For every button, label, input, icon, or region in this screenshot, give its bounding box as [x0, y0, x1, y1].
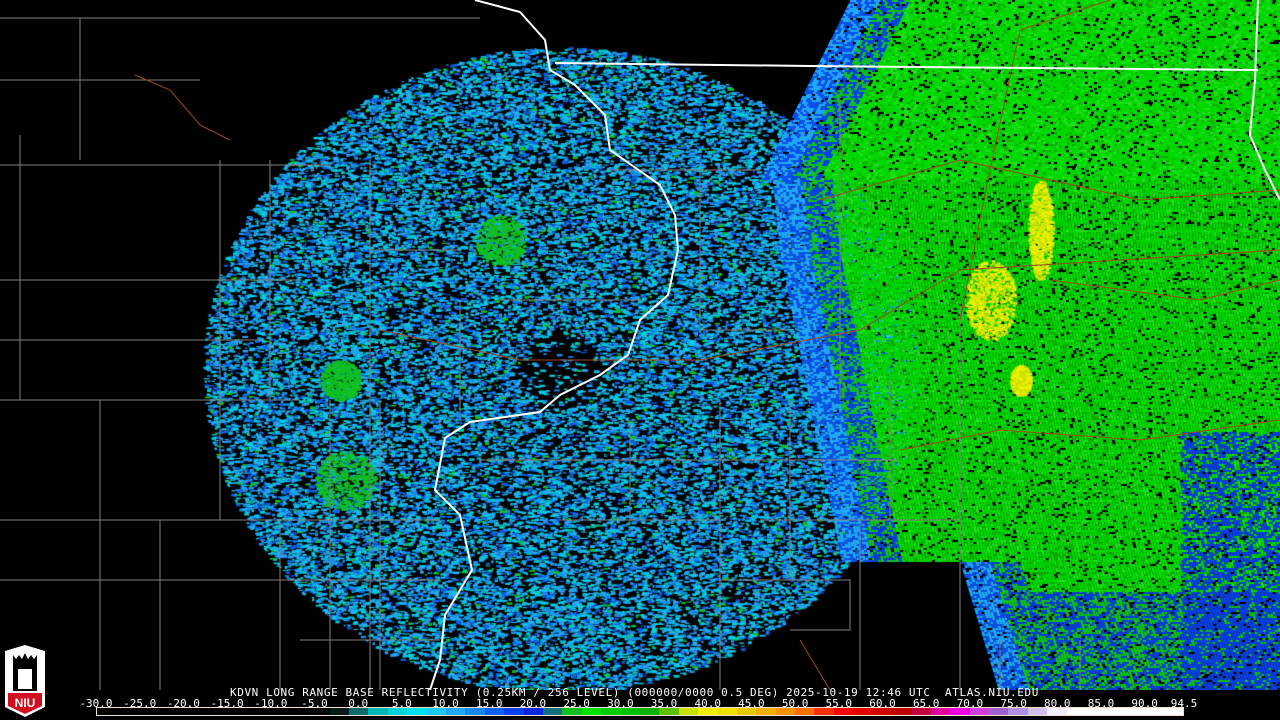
- reflectivity-layer: [0, 0, 1280, 690]
- colorbar-swatch: [698, 708, 718, 715]
- colorbar-swatch: [892, 708, 912, 715]
- colorbar-swatch: [1066, 708, 1086, 715]
- colorbar-label: 70.0: [956, 697, 984, 710]
- colorbar-swatch: [1105, 708, 1125, 715]
- colorbar-swatch: [969, 708, 989, 715]
- product-title: KDVN LONG RANGE BASE REFLECTIVITY (0.25K…: [230, 686, 1039, 699]
- colorbar-swatch: [1124, 708, 1145, 715]
- colorbar-swatch: [135, 708, 156, 715]
- colorbar-swatch: [271, 708, 291, 715]
- colorbar-swatch: [659, 708, 679, 715]
- colorbar-label: 50.0: [781, 697, 809, 710]
- colorbar-label: 90.0: [1131, 697, 1158, 710]
- colorbar-label: -20.0: [166, 697, 200, 710]
- colorbar-label: -15.0: [210, 697, 244, 710]
- colorbar-swatch: [601, 708, 621, 715]
- colorbar-label: 20.0: [519, 697, 547, 710]
- colorbar-swatch: [310, 708, 330, 715]
- colorbar-swatch: [562, 708, 582, 715]
- colorbar-swatch: [407, 708, 427, 715]
- colorbar-swatch: [1163, 708, 1183, 715]
- county-borders: [0, 17, 1081, 690]
- colorbar-swatch: [155, 708, 175, 715]
- colorbar-swatch: [814, 708, 834, 715]
- colorbar-swatch: [930, 708, 951, 715]
- colorbar-swatch: [1027, 708, 1048, 715]
- colorbar-label: 5.0: [391, 697, 412, 710]
- colorbar-swatch: [1008, 708, 1028, 715]
- colorbar-swatch: [446, 708, 466, 715]
- colorbar-swatch: [542, 708, 563, 715]
- colorbar-label: 55.0: [825, 697, 853, 710]
- colorbar-swatch: [523, 708, 543, 715]
- colorbar-label: -25.0: [123, 697, 157, 710]
- colorbar-label: 30.0: [607, 697, 634, 710]
- colorbar-label: 10.0: [432, 697, 459, 710]
- colorbar-swatch: [484, 708, 505, 715]
- colorbar-label: 80.0: [1044, 697, 1071, 710]
- colorbar-label: 35.0: [650, 697, 678, 710]
- colorbar-label: 60.0: [869, 697, 896, 710]
- colorbar-label: 85.0: [1087, 697, 1115, 710]
- colorbar-labels: -30.0 -25.0 -20.0 -15.0 -10.0 -5.0 0.0 5.0 10.0 1…: [0, 697, 1280, 710]
- colorbar-label: 15.0: [476, 697, 503, 710]
- colorbar-swatch: [504, 708, 524, 715]
- colorbar-swatch: [639, 708, 660, 715]
- colorbar-swatch: [795, 708, 815, 715]
- colorbar-swatch: [193, 708, 214, 715]
- colorbar-label: -5.0: [301, 697, 328, 710]
- colorbar-swatch: [97, 708, 117, 715]
- colorbar-swatch: [620, 708, 640, 715]
- colorbar-swatch: [116, 708, 136, 715]
- colorbar-swatch: [465, 708, 485, 715]
- colorbar-label: 0.0: [348, 697, 369, 710]
- colorbar-swatch: [756, 708, 776, 715]
- niu-logo: NIU: [5, 645, 45, 717]
- colorbar-label: 75.0: [1000, 697, 1027, 710]
- colorbar-label: -10.0: [254, 697, 288, 710]
- colorbar-label: 94.5: [1170, 697, 1198, 710]
- colorbar-swatch: [329, 708, 350, 715]
- colorbar-swatch: [213, 708, 233, 715]
- colorbar-swatch: [581, 708, 602, 715]
- colorbar-swatch: [950, 708, 970, 715]
- colorbar-swatch: [736, 708, 757, 715]
- colorbar-label: 25.0: [563, 697, 590, 710]
- colorbar-swatch: [1047, 708, 1067, 715]
- colorbar-swatch: [833, 708, 854, 715]
- colorbar-label: -30.0: [79, 697, 113, 710]
- colorbar-swatch: [988, 708, 1009, 715]
- colorbar-swatch: [1085, 708, 1106, 715]
- colorbar-swatch: [368, 708, 388, 715]
- colorbar-swatch: [232, 708, 253, 715]
- colorbar-swatch: [853, 708, 873, 715]
- colorbar-swatch: [387, 708, 408, 715]
- colorbar-swatch: [678, 708, 699, 715]
- highways: [134, 0, 1280, 690]
- state-borders: [429, 0, 1280, 690]
- colorbar-swatch: [290, 708, 311, 715]
- colorbar-swatch: [349, 708, 369, 715]
- colorbar-swatch: [1144, 708, 1164, 715]
- svg-text:NIU: NIU: [15, 696, 36, 710]
- colorbar-swatch: [174, 708, 194, 715]
- colorbar-swatch: [717, 708, 737, 715]
- colorbar-label: 45.0: [738, 697, 765, 710]
- colorbar-swatch: [775, 708, 796, 715]
- colorbar-swatch: [872, 708, 893, 715]
- colorbar: [96, 707, 1184, 716]
- colorbar-swatch: [911, 708, 931, 715]
- colorbar-label: 65.0: [912, 697, 940, 710]
- colorbar-label: 40.0: [694, 697, 721, 710]
- colorbar-swatch: [252, 708, 272, 715]
- colorbar-swatch: [426, 708, 447, 715]
- map-borders: [0, 0, 1280, 690]
